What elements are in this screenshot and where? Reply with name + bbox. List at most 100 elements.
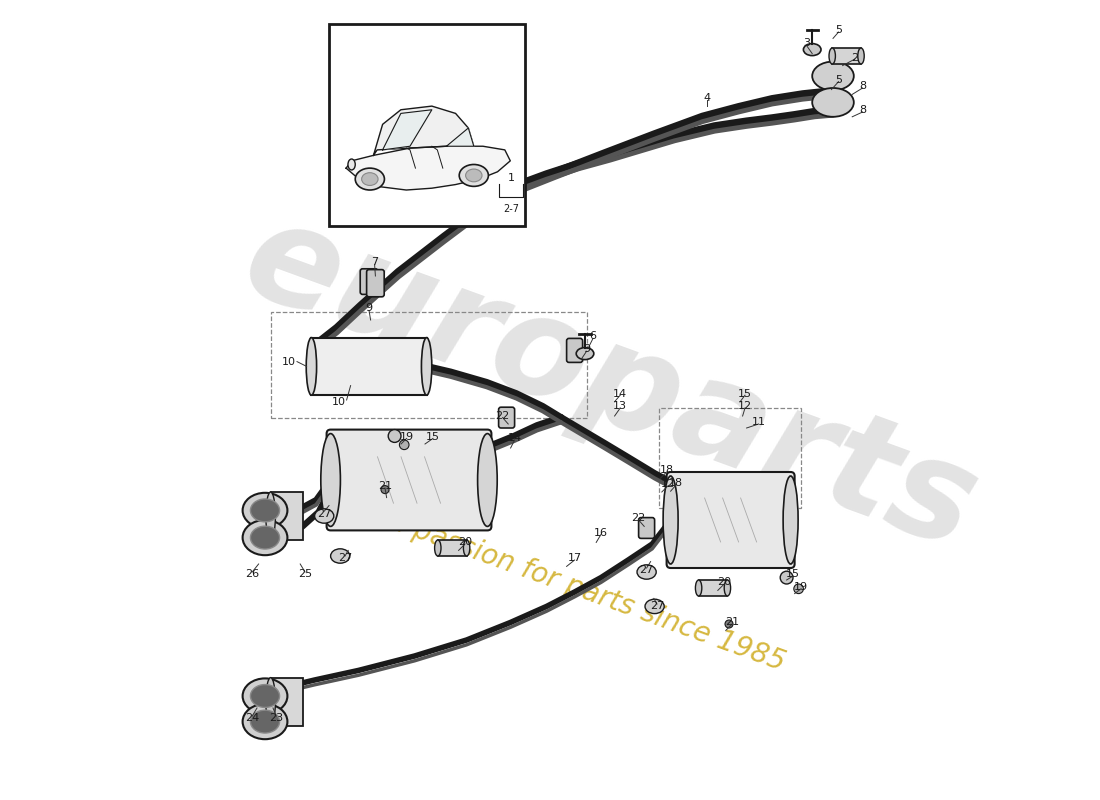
Ellipse shape: [243, 520, 287, 555]
Circle shape: [725, 620, 733, 628]
Ellipse shape: [783, 476, 799, 564]
Ellipse shape: [243, 678, 287, 714]
Circle shape: [388, 430, 401, 442]
Text: 15: 15: [738, 389, 752, 398]
Circle shape: [399, 440, 409, 450]
Text: 5: 5: [835, 75, 843, 85]
Ellipse shape: [803, 43, 821, 56]
Polygon shape: [374, 106, 474, 155]
Polygon shape: [346, 146, 510, 190]
Ellipse shape: [251, 685, 279, 707]
FancyBboxPatch shape: [498, 407, 515, 428]
Text: 1: 1: [508, 173, 515, 182]
Text: 12: 12: [661, 479, 675, 489]
Ellipse shape: [434, 540, 441, 556]
Ellipse shape: [315, 509, 333, 523]
Ellipse shape: [251, 710, 279, 733]
Text: 13: 13: [613, 402, 627, 411]
Ellipse shape: [637, 565, 657, 579]
Ellipse shape: [645, 599, 664, 614]
Text: 9: 9: [583, 344, 591, 354]
Text: 25: 25: [298, 570, 312, 579]
Ellipse shape: [858, 48, 865, 64]
FancyBboxPatch shape: [327, 430, 492, 530]
Ellipse shape: [695, 580, 702, 596]
Text: 18: 18: [669, 478, 683, 488]
Text: 19: 19: [794, 582, 808, 592]
Text: 5: 5: [835, 26, 843, 35]
Ellipse shape: [829, 48, 835, 64]
FancyBboxPatch shape: [566, 338, 583, 362]
Text: 8: 8: [859, 106, 866, 115]
Ellipse shape: [812, 62, 854, 90]
Text: 2-7: 2-7: [504, 204, 519, 214]
Text: 26: 26: [245, 570, 260, 579]
Ellipse shape: [724, 580, 730, 596]
Text: 6: 6: [590, 331, 596, 341]
Text: a passion for parts since 1985: a passion for parts since 1985: [385, 507, 789, 677]
Ellipse shape: [251, 526, 279, 549]
Text: 24: 24: [245, 714, 260, 723]
Text: 11: 11: [751, 418, 766, 427]
Circle shape: [780, 571, 793, 584]
Text: 14: 14: [507, 434, 521, 443]
Text: 9: 9: [365, 303, 373, 313]
Text: 10: 10: [282, 357, 296, 366]
Text: 22: 22: [495, 411, 509, 421]
Text: 12: 12: [738, 402, 752, 411]
Ellipse shape: [251, 499, 279, 522]
Bar: [659, 408, 801, 508]
Ellipse shape: [362, 173, 378, 186]
Ellipse shape: [355, 168, 384, 190]
Text: 19: 19: [399, 432, 414, 442]
Text: 27: 27: [338, 554, 352, 563]
Text: 8: 8: [859, 82, 866, 91]
Text: 20: 20: [458, 538, 472, 547]
Text: 27: 27: [650, 602, 664, 611]
Text: 16: 16: [594, 528, 608, 538]
FancyBboxPatch shape: [366, 270, 384, 297]
Text: 17: 17: [568, 554, 582, 563]
Bar: [311, 338, 427, 395]
Bar: [329, 24, 525, 226]
Ellipse shape: [463, 540, 470, 556]
Text: 21: 21: [378, 482, 392, 491]
Text: europarts: europarts: [227, 190, 994, 578]
Ellipse shape: [663, 476, 678, 564]
Ellipse shape: [306, 338, 317, 395]
Text: 18: 18: [660, 466, 673, 475]
Text: 3: 3: [803, 38, 810, 48]
Ellipse shape: [266, 492, 275, 540]
Bar: [271, 312, 586, 418]
Ellipse shape: [243, 704, 287, 739]
Ellipse shape: [243, 493, 287, 528]
Ellipse shape: [459, 165, 488, 186]
Ellipse shape: [348, 159, 355, 170]
Text: 15: 15: [786, 570, 800, 579]
Circle shape: [381, 486, 389, 494]
Text: 27: 27: [317, 509, 331, 518]
Polygon shape: [383, 110, 432, 150]
Bar: [271, 678, 303, 726]
Bar: [271, 492, 303, 540]
Text: 27: 27: [639, 565, 653, 574]
Ellipse shape: [421, 338, 432, 395]
Ellipse shape: [266, 678, 275, 726]
Text: 7: 7: [371, 258, 378, 267]
FancyBboxPatch shape: [639, 518, 654, 538]
Text: 22: 22: [631, 514, 646, 523]
Bar: [698, 580, 727, 596]
Text: 14: 14: [613, 389, 627, 398]
Text: 10: 10: [331, 397, 345, 406]
Text: 15: 15: [426, 432, 440, 442]
Text: 4: 4: [703, 93, 711, 102]
Polygon shape: [447, 128, 474, 146]
Ellipse shape: [321, 434, 340, 526]
FancyBboxPatch shape: [667, 472, 794, 568]
FancyBboxPatch shape: [360, 269, 377, 294]
Bar: [833, 48, 861, 64]
Ellipse shape: [576, 347, 594, 359]
Ellipse shape: [477, 434, 497, 526]
Text: 23: 23: [270, 714, 284, 723]
Ellipse shape: [465, 169, 482, 182]
